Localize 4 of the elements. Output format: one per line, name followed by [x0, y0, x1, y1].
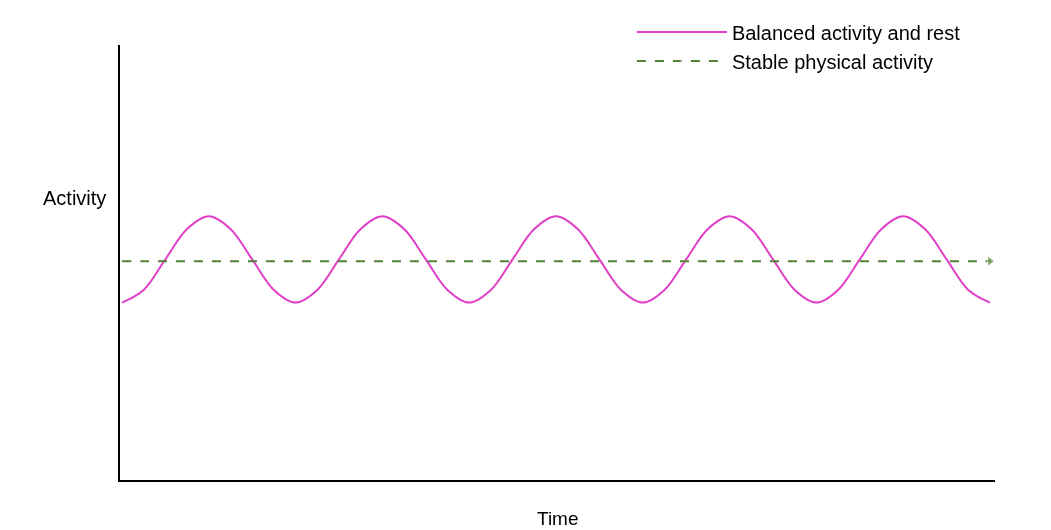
legend-label: Stable physical activity [731, 50, 934, 73]
legend-label: Balanced activity and rest [731, 21, 961, 44]
y-axis-title: Activity [43, 187, 107, 209]
x-axis-title: Time [537, 508, 579, 529]
